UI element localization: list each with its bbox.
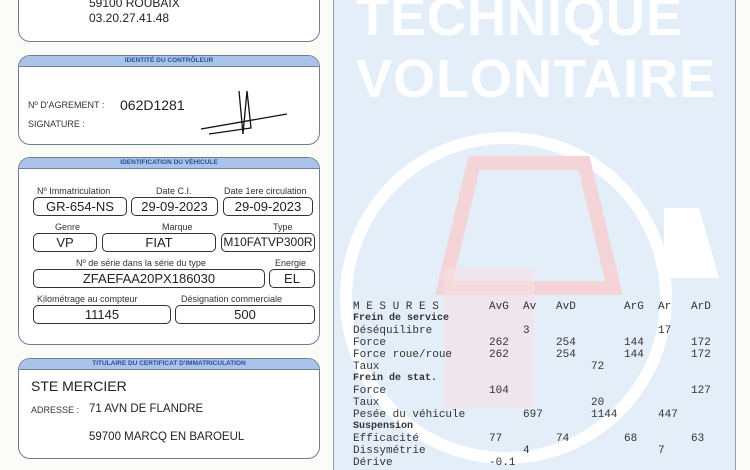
cell-value: 68: [624, 433, 638, 445]
row-label: Force roue/roue: [353, 349, 453, 361]
cell-value: 7: [658, 445, 665, 457]
cell-value: 447: [658, 409, 678, 421]
row-label: Taux: [353, 397, 380, 409]
station-phone: 03.20.27.41.48: [89, 11, 170, 25]
section-label: Suspension: [353, 421, 414, 432]
row-label: Force: [353, 337, 387, 349]
cell-value: 127: [691, 385, 711, 397]
immat-field: GR-654-NS: [33, 197, 127, 216]
marque-label: Marque: [162, 222, 193, 232]
type-label: Type: [273, 222, 293, 232]
signature-label: SIGNATURE :: [28, 119, 85, 129]
cell-value: 72: [591, 361, 605, 373]
station-city: 59100 ROUBAIX: [89, 0, 180, 10]
cell-value: 77: [489, 433, 503, 445]
marque-field: FIAT: [102, 233, 216, 252]
section-label: Frein de service: [353, 313, 450, 324]
serie-label: Nº de série dans la série du type: [76, 258, 206, 268]
cell-value: 20: [591, 397, 605, 409]
cell-value: 697: [523, 409, 543, 421]
controleur-box: IDENTITÉ DU CONTRÔLEUR Nº D'AGREMENT : 0…: [18, 55, 320, 145]
column-header: ArD: [691, 301, 711, 313]
date-ci-label: Date C.I.: [156, 186, 192, 196]
type-field: M10FATVP300R: [221, 233, 315, 252]
column-header: AvG: [489, 301, 509, 313]
agrement-label: Nº D'AGREMENT :: [28, 100, 105, 110]
energie-label: Energie: [275, 258, 307, 268]
cell-value: 104: [489, 385, 509, 397]
genre-field: VP: [33, 233, 97, 252]
vehicule-box: IDENTIFICATION DU VÉHICULE Nº Immatricul…: [18, 157, 320, 345]
column-header: ArG: [624, 301, 644, 313]
column-header: AvD: [556, 301, 576, 313]
titulaire-name: STE MERCIER: [31, 378, 127, 394]
row-label: Déséquilibre: [353, 325, 433, 337]
designation-label: Désignation commerciale: [181, 294, 283, 304]
row-label: Force: [353, 385, 387, 397]
km-field: 11145: [33, 305, 171, 324]
adresse-line2: 59700 MARCQ EN BAROEUL: [89, 431, 245, 443]
designation-field: 500: [175, 305, 315, 324]
cell-value: -0.1: [489, 457, 516, 469]
agrement-value: 062D1281: [120, 97, 185, 113]
row-label: Taux: [353, 361, 380, 373]
energie-field: EL: [269, 269, 315, 288]
row-label: Efficacité: [353, 433, 420, 445]
date-circ-field: 29-09-2023: [223, 197, 313, 216]
cell-value: 144: [624, 337, 644, 349]
cell-value: 254: [556, 337, 576, 349]
cell-value: 172: [691, 337, 711, 349]
cell-value: 172: [691, 349, 711, 361]
watermark-line1: TECHNIQUE: [356, 0, 684, 47]
titulaire-box: TITULAIRE DU CERTIFICAT D'IMMATRICULATIO…: [18, 358, 320, 459]
titulaire-title: TITULAIRE DU CERTIFICAT D'IMMATRICULATIO…: [19, 359, 319, 370]
adresse-line1: 71 AVN DE FLANDRE: [89, 403, 204, 415]
cell-value: 17: [658, 325, 672, 337]
row-label: Pesée du véhicule: [353, 409, 466, 421]
cell-value: 144: [624, 349, 644, 361]
column-header: Av: [523, 301, 537, 313]
date-ci-field: 29-09-2023: [131, 197, 218, 216]
row-label: Dérive: [353, 457, 393, 469]
station-box: 59100 ROUBAIX 03.20.27.41.48: [18, 0, 320, 42]
adresse-label: ADRESSE :: [31, 405, 80, 415]
column-header: Ar: [658, 301, 672, 313]
cell-value: 74: [556, 433, 570, 445]
cell-value: 254: [556, 349, 576, 361]
watermark-line2: VOLONTAIRE: [356, 49, 716, 109]
cell-value: 63: [691, 433, 705, 445]
signature-image: [200, 90, 288, 135]
date-circ-label: Date 1ere circulation: [224, 186, 307, 196]
cell-value: 3: [523, 325, 530, 337]
cell-value: 262: [489, 337, 509, 349]
immat-label: Nº Immatriculation: [37, 186, 111, 196]
cell-value: 262: [489, 349, 509, 361]
mesures-header: M E S U R E S: [353, 301, 439, 313]
genre-label: Genre: [55, 222, 81, 232]
vehicule-title: IDENTIFICATION DU VÉHICULE: [19, 158, 319, 169]
serie-field: ZFAEFAA20PX186030: [33, 269, 265, 288]
watermark-logo: [340, 132, 719, 464]
km-label: Kilométrage au compteur: [37, 294, 138, 304]
cell-value: 1144: [591, 409, 618, 421]
controleur-title: IDENTITÉ DU CONTRÔLEUR: [19, 56, 319, 67]
mesures-panel: TECHNIQUE VOLONTAIRE M E S U R E S AvG Av A…: [333, 0, 736, 470]
row-label: Dissymétrie: [353, 445, 426, 457]
section-label: Frein de stat.: [353, 373, 438, 384]
cell-value: 4: [523, 445, 530, 457]
